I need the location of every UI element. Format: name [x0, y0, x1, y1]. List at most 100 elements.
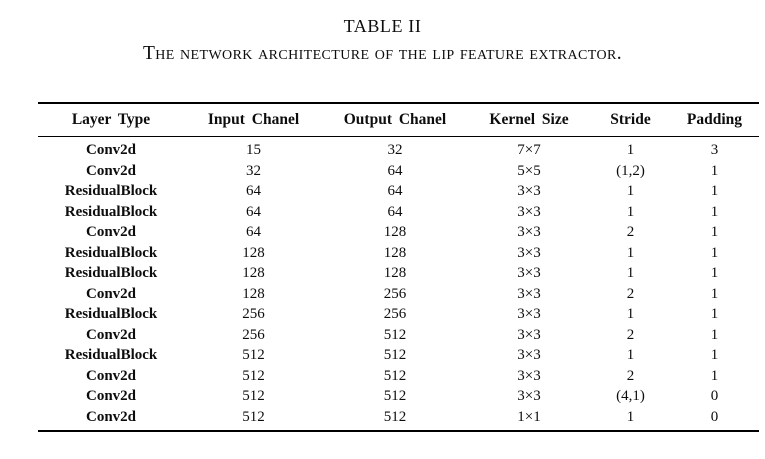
table-caption: TABLE II The network architecture of the… — [0, 16, 765, 65]
column-header-output-chanel: Output Chanel — [323, 103, 467, 137]
cell-output-chanel: 64 — [387, 162, 403, 179]
cell-kernel-size: 3×3 — [517, 347, 541, 363]
cell-layer-type: Conv2d — [85, 326, 137, 343]
cell-kernel-size: 3×3 — [517, 367, 541, 384]
cell-padding: 1 — [710, 285, 719, 302]
cell-input-chanel: 128 — [242, 265, 265, 281]
cell-layer-type: Conv2d — [85, 142, 137, 158]
cell-input-chanel: 64 — [246, 203, 261, 220]
cell-layer-type: ResidualBlock — [64, 183, 158, 199]
table-row: Conv2d 128 256 3×3 2 1 — [38, 284, 759, 305]
cell-layer-type: ResidualBlock — [64, 306, 158, 322]
cell-input-chanel: 128 — [242, 244, 265, 261]
cell-layer-type: ResidualBlock — [64, 244, 158, 261]
cell-input-chanel: 64 — [246, 183, 261, 199]
cell-padding: 0 — [710, 408, 719, 425]
cell-kernel-size: 3×3 — [517, 183, 541, 199]
cell-padding: 1 — [710, 347, 719, 363]
cell-padding: 1 — [710, 265, 719, 281]
cell-kernel-size: 7×7 — [517, 142, 541, 158]
cell-output-chanel: 512 — [383, 388, 407, 404]
cell-layer-type: ResidualBlock — [64, 203, 158, 220]
cell-stride: (1,2) — [616, 162, 645, 179]
cell-stride: 1 — [626, 183, 635, 199]
cell-output-chanel: 256 — [383, 285, 407, 302]
table-row: Conv2d 512 512 1×1 1 0 — [38, 407, 759, 432]
table-body: Conv2d 15 32 7×7 1 3 Conv2d 32 64 5×5 (1,2) 1 Residu… — [38, 137, 759, 432]
table-row: ResidualBlock 64 64 3×3 1 1 — [38, 202, 759, 223]
cell-layer-type: ResidualBlock — [64, 265, 158, 281]
cell-input-chanel: 512 — [242, 388, 265, 404]
cell-output-chanel: 128 — [383, 244, 407, 261]
cell-stride: 2 — [626, 224, 635, 240]
cell-stride: 2 — [626, 367, 635, 384]
column-header-input-chanel: Input Chanel — [184, 103, 323, 137]
cell-input-chanel: 512 — [242, 367, 265, 384]
cell-output-chanel: 64 — [387, 203, 403, 220]
cell-layer-type: Conv2d — [85, 367, 137, 384]
column-header-padding: Padding — [670, 103, 759, 137]
cell-kernel-size: 3×3 — [517, 224, 541, 240]
table-row: Conv2d 64 128 3×3 2 1 — [38, 222, 759, 243]
cell-output-chanel: 512 — [383, 367, 407, 384]
table-caption-label: TABLE II — [343, 16, 422, 36]
cell-kernel-size: 5×5 — [517, 162, 541, 179]
cell-output-chanel: 64 — [387, 183, 403, 199]
cell-layer-type: ResidualBlock — [64, 347, 158, 363]
cell-input-chanel: 512 — [242, 347, 265, 363]
table-row: ResidualBlock 256 256 3×3 1 1 — [38, 304, 759, 325]
cell-layer-type: Conv2d — [85, 388, 137, 404]
cell-stride: 1 — [626, 265, 635, 281]
table-row: Conv2d 256 512 3×3 2 1 — [38, 325, 759, 346]
cell-stride: 1 — [626, 142, 635, 158]
table-row: ResidualBlock 64 64 3×3 1 1 — [38, 181, 759, 202]
cell-output-chanel: 512 — [383, 408, 407, 425]
table-header: Layer Type Input Chanel Output Chanel Kerne… — [38, 103, 759, 137]
cell-kernel-size: 3×3 — [517, 203, 541, 220]
table-row: ResidualBlock 512 512 3×3 1 1 — [38, 345, 759, 366]
cell-kernel-size: 1×1 — [517, 408, 541, 425]
cell-padding: 3 — [710, 142, 719, 158]
cell-padding: 1 — [710, 203, 719, 220]
cell-input-chanel: 128 — [242, 285, 265, 302]
table-caption-title: The network architecture of the lip feat… — [142, 43, 623, 64]
cell-kernel-size: 3×3 — [517, 285, 541, 302]
cell-padding: 1 — [710, 367, 719, 384]
cell-padding: 1 — [710, 306, 719, 322]
cell-kernel-size: 3×3 — [517, 388, 541, 404]
cell-stride: 1 — [626, 347, 635, 363]
cell-output-chanel: 256 — [383, 306, 407, 322]
cell-padding: 1 — [710, 224, 719, 240]
cell-stride: 1 — [626, 203, 635, 220]
cell-layer-type: Conv2d — [85, 408, 137, 425]
cell-input-chanel: 15 — [246, 142, 261, 158]
cell-layer-type: Conv2d — [85, 224, 137, 240]
table-row: Conv2d 512 512 3×3 2 1 — [38, 366, 759, 387]
cell-output-chanel: 32 — [387, 142, 403, 158]
cell-input-chanel: 256 — [242, 326, 265, 343]
cell-stride: (4,1) — [616, 388, 645, 404]
cell-stride: 1 — [626, 408, 635, 425]
cell-output-chanel: 512 — [383, 326, 407, 343]
cell-stride: 1 — [626, 244, 635, 261]
cell-output-chanel: 512 — [383, 347, 407, 363]
table-row: ResidualBlock 128 128 3×3 1 1 — [38, 243, 759, 264]
cell-padding: 0 — [710, 388, 719, 404]
cell-stride: 2 — [626, 285, 635, 302]
table-row: Conv2d 512 512 3×3 (4,1) 0 — [38, 386, 759, 407]
cell-output-chanel: 128 — [383, 265, 407, 281]
table-row: ResidualBlock 128 128 3×3 1 1 — [38, 263, 759, 284]
column-header-stride: Stride — [591, 103, 670, 137]
cell-output-chanel: 128 — [383, 224, 407, 240]
cell-input-chanel: 64 — [246, 224, 261, 240]
table-row: Conv2d 32 64 5×5 (1,2) 1 — [38, 161, 759, 182]
cell-input-chanel: 512 — [242, 408, 265, 425]
cell-padding: 1 — [710, 183, 719, 199]
cell-padding: 1 — [710, 244, 719, 261]
architecture-table: Layer Type Input Chanel Output Chanel Kerne… — [38, 102, 759, 432]
cell-stride: 1 — [626, 306, 635, 322]
cell-input-chanel: 32 — [246, 162, 261, 179]
cell-kernel-size: 3×3 — [517, 265, 541, 281]
table-header-row: Layer Type Input Chanel Output Chanel Kerne… — [38, 103, 759, 137]
